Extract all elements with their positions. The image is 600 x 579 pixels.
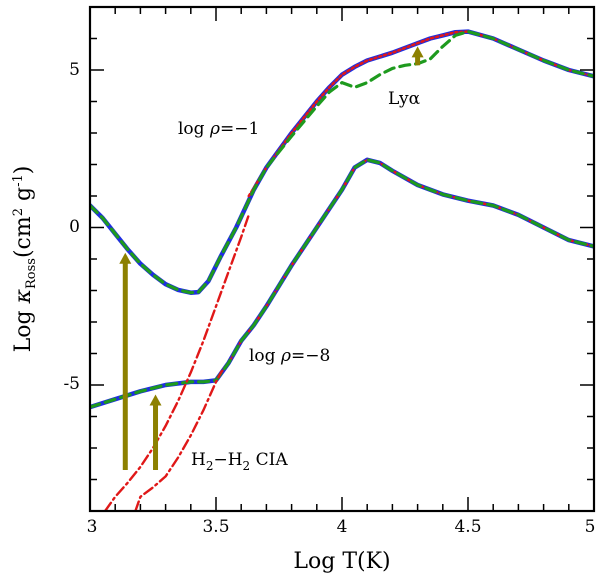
arrow-layer	[119, 46, 424, 471]
series-line-3-dashed	[90, 30, 594, 295]
series-line-8-dashdot	[134, 371, 223, 511]
lya-arrow-head	[411, 46, 424, 58]
y-axis-label: Log κRoss(cm2 g-1)	[11, 166, 39, 353]
x-tick-label: 5	[585, 517, 596, 537]
series-line-6-dashed	[90, 158, 594, 409]
x-tick-label: 3	[87, 517, 98, 537]
y-tick-label: -5	[63, 374, 80, 394]
annotation-log-rho-minus-8: log ρ=−8	[249, 346, 330, 366]
x-tick-labels: 3 3.5 4 4.5 5	[87, 517, 596, 537]
x-tick-label: 4	[337, 517, 348, 537]
annotation-h2-h2-cia: H2−H2 CIA	[191, 450, 288, 473]
tick-layer	[89, 6, 595, 512]
series-layer	[90, 29, 594, 511]
y-tick-label: 0	[69, 217, 80, 237]
x-tick-label: 3.5	[202, 517, 229, 537]
series-line-5-dotted	[219, 158, 594, 374]
y-tick-label: 5	[69, 60, 80, 80]
series-line-1-solid	[90, 29, 594, 295]
annotation-log-rho-minus-1: log ρ=−1	[178, 119, 259, 139]
cia-arrow-lo-head	[149, 394, 162, 406]
series-line-7-dashdot	[103, 213, 251, 511]
y-tick-labels: -5 0 5	[63, 60, 80, 394]
annotation-ly-alpha: Lyα	[388, 89, 421, 109]
cia-arrow-hi-head	[119, 252, 132, 264]
x-tick-label: 4.5	[454, 517, 481, 537]
x-axis-label: Log T(K)	[293, 549, 390, 574]
